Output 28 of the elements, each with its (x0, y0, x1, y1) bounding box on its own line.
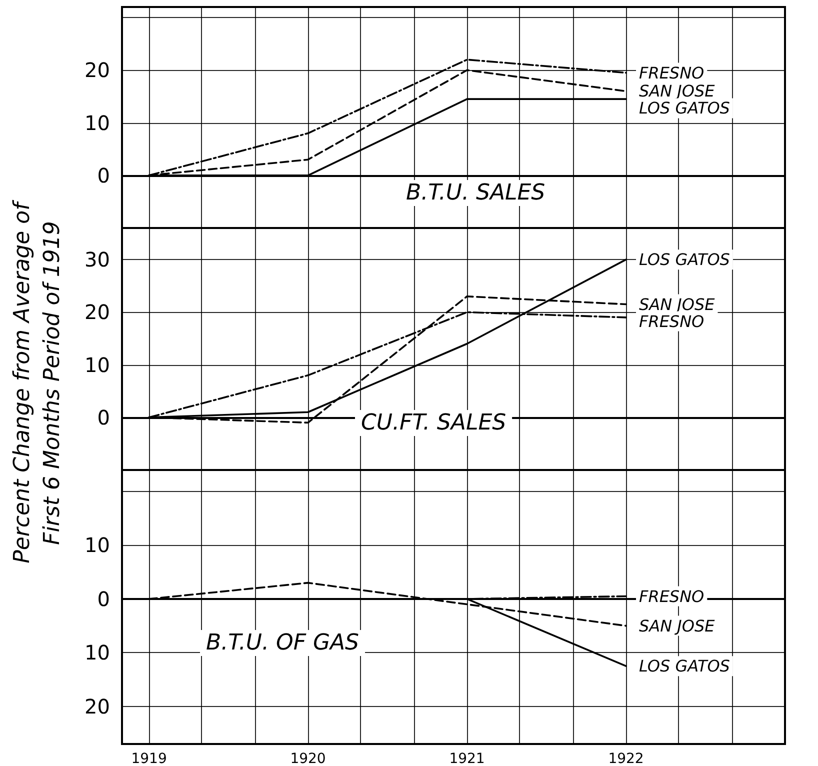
series-label: FRESNO (639, 312, 704, 331)
series-label: LOS GATOS (639, 250, 730, 270)
y-tick-label: 10 (84, 352, 110, 377)
y-axis-title: Percent Change from Average of First 6 Months Period of 1919 (9, 199, 66, 566)
y-tick-label: 10 (84, 110, 110, 135)
series-label: LOS GATOS (639, 98, 730, 118)
series-label: LOS GATOS (639, 656, 730, 676)
x-tick-label: 1920 (290, 751, 326, 766)
y-tick-label: 0 (97, 586, 110, 611)
text: B.T.U. SALES (406, 180, 546, 206)
y-tick-label: 20 (84, 58, 110, 82)
x-tick-label: 1922 (608, 751, 644, 766)
text: B.T.U. OF GAS (206, 630, 360, 656)
series-label: SAN JOSE (639, 616, 716, 636)
x-tick-label: 1921 (449, 751, 485, 766)
series-label: SAN JOSE (639, 82, 716, 101)
series-label: FRESNO (639, 586, 704, 606)
text: CU.FT. SALES (361, 410, 506, 436)
y-tick-label: 30 (84, 248, 110, 272)
series-label: SAN JOSE (639, 294, 716, 314)
y-tick-label: 0 (97, 405, 110, 430)
y-tick-label: 10 (84, 640, 110, 665)
series-label: FRESNO (639, 63, 704, 82)
x-tick-label: 1919 (131, 751, 167, 766)
y-tick-label: 0 (97, 163, 110, 188)
y-tick-label: 10 (84, 533, 110, 558)
y-tick-label: 20 (84, 300, 110, 324)
y-tick-label: 20 (84, 694, 110, 718)
